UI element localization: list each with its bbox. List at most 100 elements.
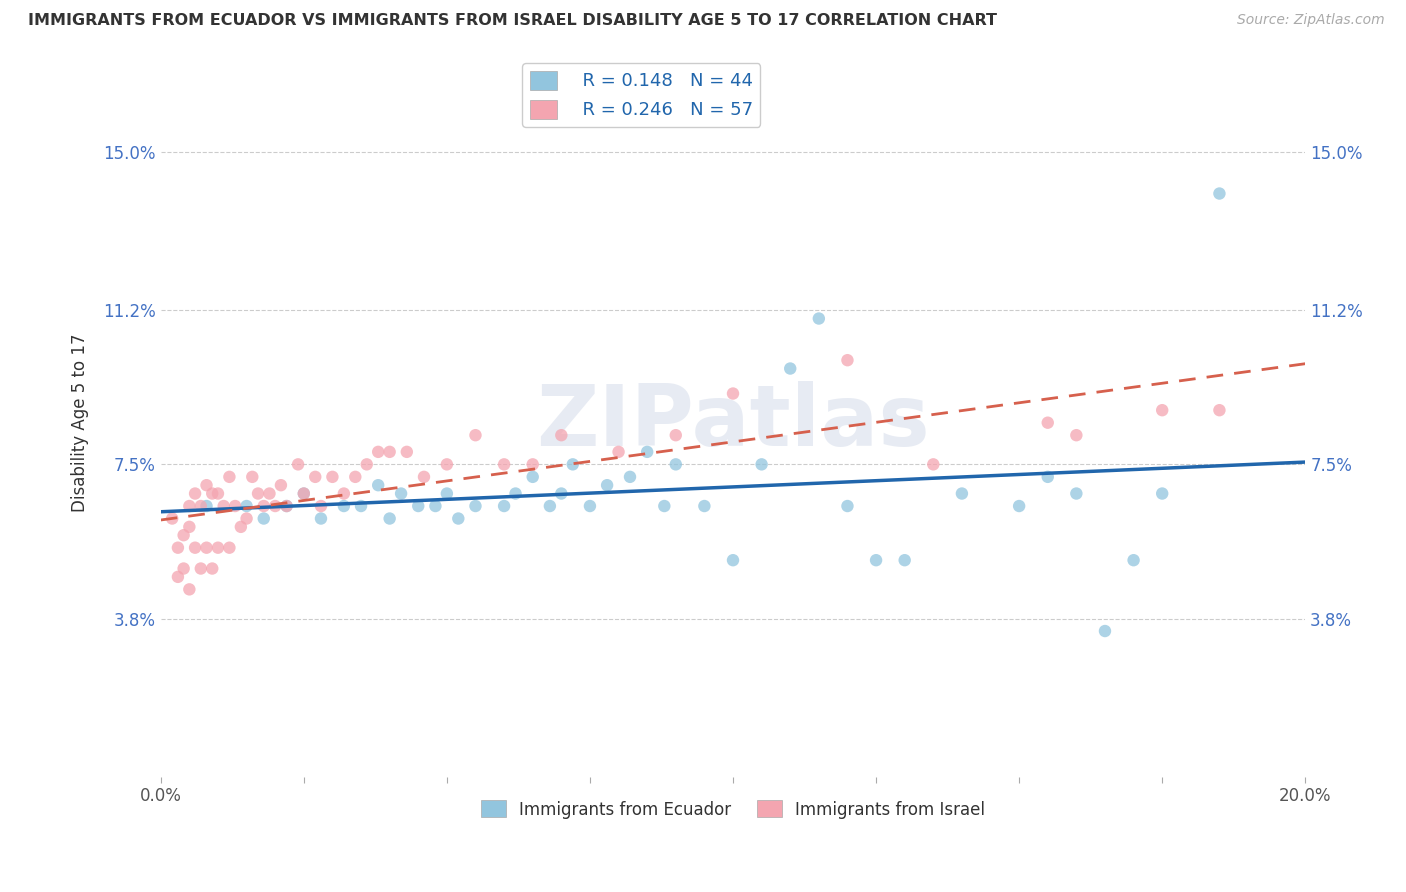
Point <box>264 499 287 513</box>
Text: Source: ZipAtlas.com: Source: ZipAtlas.com <box>1237 13 1385 28</box>
Point <box>321 470 343 484</box>
Point <box>378 445 401 459</box>
Point <box>436 486 458 500</box>
Point <box>235 499 257 513</box>
Point <box>607 445 630 459</box>
Point <box>218 541 240 555</box>
Point <box>865 553 887 567</box>
Point <box>333 499 356 513</box>
Point <box>561 458 583 472</box>
Point <box>201 486 224 500</box>
Text: ZIPatlas: ZIPatlas <box>536 381 929 464</box>
Point <box>190 561 212 575</box>
Point <box>389 486 412 500</box>
Point <box>1208 403 1230 417</box>
Point <box>721 386 744 401</box>
Point <box>287 458 309 472</box>
Point <box>922 458 945 472</box>
Point <box>636 445 658 459</box>
Point <box>367 445 389 459</box>
Point <box>344 470 367 484</box>
Point <box>1036 470 1059 484</box>
Point <box>292 486 315 500</box>
Point <box>247 486 270 500</box>
Point <box>212 499 235 513</box>
Point <box>207 541 229 555</box>
Point <box>425 499 447 513</box>
Point <box>721 553 744 567</box>
Point <box>413 470 436 484</box>
Point <box>893 553 915 567</box>
Point <box>333 486 356 500</box>
Point <box>522 458 544 472</box>
Point <box>596 478 619 492</box>
Point <box>1122 553 1144 567</box>
Point <box>195 541 218 555</box>
Point <box>240 470 263 484</box>
Point <box>356 458 378 472</box>
Point <box>276 499 298 513</box>
Point <box>1036 416 1059 430</box>
Point <box>693 499 716 513</box>
Point <box>665 428 688 442</box>
Point <box>395 445 418 459</box>
Point <box>367 478 389 492</box>
Point <box>201 561 224 575</box>
Point <box>550 486 572 500</box>
Point <box>350 499 373 513</box>
Point <box>522 470 544 484</box>
Point <box>218 470 240 484</box>
Point <box>436 458 458 472</box>
Point <box>179 582 201 597</box>
Point <box>173 561 195 575</box>
Point <box>464 499 486 513</box>
Y-axis label: Disability Age 5 to 17: Disability Age 5 to 17 <box>72 334 89 512</box>
Point <box>167 570 190 584</box>
Point <box>309 499 332 513</box>
Point <box>950 486 973 500</box>
Point <box>224 499 246 513</box>
Point <box>253 511 276 525</box>
Text: IMMIGRANTS FROM ECUADOR VS IMMIGRANTS FROM ISRAEL DISABILITY AGE 5 TO 17 CORRELA: IMMIGRANTS FROM ECUADOR VS IMMIGRANTS FR… <box>28 13 997 29</box>
Point <box>837 353 859 368</box>
Point <box>652 499 675 513</box>
Point <box>447 511 470 525</box>
Point <box>1094 624 1116 638</box>
Point <box>807 311 830 326</box>
Point <box>179 499 201 513</box>
Point <box>160 511 183 525</box>
Point <box>550 428 572 442</box>
Point <box>195 478 218 492</box>
Point <box>619 470 641 484</box>
Point <box>1152 403 1174 417</box>
Point <box>665 458 688 472</box>
Point <box>229 520 252 534</box>
Point <box>207 486 229 500</box>
Point <box>270 478 292 492</box>
Point <box>378 511 401 525</box>
Point <box>253 499 276 513</box>
Point <box>195 499 218 513</box>
Point <box>259 486 281 500</box>
Point <box>190 499 212 513</box>
Point <box>538 499 561 513</box>
Point <box>309 511 332 525</box>
Point <box>276 499 298 513</box>
Point <box>494 499 516 513</box>
Point <box>1066 486 1088 500</box>
Point <box>184 486 207 500</box>
Point <box>1066 428 1088 442</box>
Point <box>167 541 190 555</box>
Point <box>579 499 602 513</box>
Legend: Immigrants from Ecuador, Immigrants from Israel: Immigrants from Ecuador, Immigrants from… <box>474 794 991 825</box>
Point <box>464 428 486 442</box>
Point <box>494 458 516 472</box>
Point <box>406 499 429 513</box>
Point <box>1008 499 1031 513</box>
Point <box>292 486 315 500</box>
Point <box>304 470 326 484</box>
Point <box>1152 486 1174 500</box>
Point <box>235 511 257 525</box>
Point <box>173 528 195 542</box>
Point <box>1208 186 1230 201</box>
